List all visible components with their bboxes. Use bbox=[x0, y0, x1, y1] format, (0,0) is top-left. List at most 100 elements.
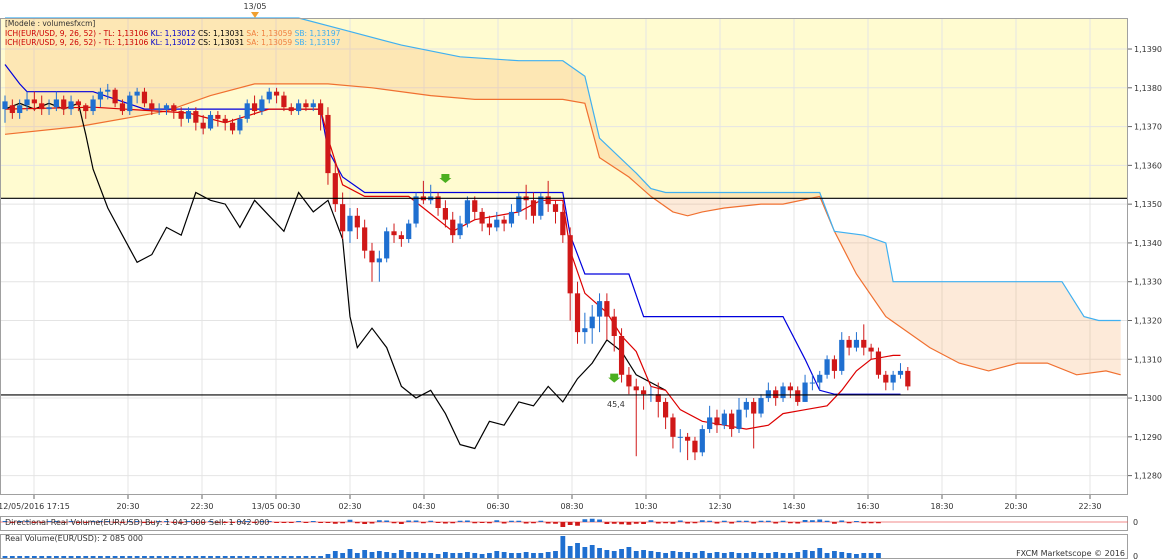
horizontal-lines[interactable] bbox=[0, 173, 1128, 396]
candle[interactable] bbox=[809, 374, 815, 391]
candle-body[interactable] bbox=[332, 173, 338, 205]
candle[interactable] bbox=[149, 99, 155, 115]
candle[interactable] bbox=[229, 118, 236, 135]
candle[interactable] bbox=[736, 398, 742, 433]
candle[interactable] bbox=[729, 409, 735, 437]
candle[interactable] bbox=[773, 386, 779, 406]
candle-body[interactable] bbox=[494, 219, 500, 228]
candle-body[interactable] bbox=[751, 401, 757, 414]
candle-body[interactable] bbox=[743, 401, 749, 410]
candle[interactable] bbox=[362, 219, 368, 259]
candle[interactable] bbox=[861, 324, 867, 356]
candle[interactable] bbox=[185, 107, 192, 123]
candle-body[interactable] bbox=[163, 105, 170, 110]
candle[interactable] bbox=[215, 111, 221, 127]
candle-body[interactable] bbox=[809, 382, 815, 384]
candle-body[interactable] bbox=[119, 103, 126, 112]
candle[interactable] bbox=[266, 87, 272, 104]
candle[interactable] bbox=[2, 95, 8, 123]
candle-body[interactable] bbox=[90, 99, 96, 112]
candle[interactable] bbox=[259, 95, 265, 115]
candle[interactable] bbox=[765, 382, 771, 402]
candle[interactable] bbox=[450, 211, 456, 243]
candle-body[interactable] bbox=[574, 293, 581, 333]
candle-body[interactable] bbox=[655, 394, 661, 402]
candle[interactable] bbox=[141, 87, 148, 108]
candle[interactable] bbox=[325, 107, 331, 185]
candle-body[interactable] bbox=[281, 95, 287, 108]
candle[interactable] bbox=[112, 87, 118, 108]
candle[interactable] bbox=[707, 405, 713, 433]
candle-body[interactable] bbox=[472, 200, 478, 212]
candle[interactable] bbox=[663, 398, 669, 430]
candle[interactable] bbox=[178, 107, 184, 127]
candle[interactable] bbox=[127, 91, 133, 115]
candle[interactable] bbox=[24, 91, 30, 112]
candle[interactable] bbox=[567, 227, 573, 321]
candle[interactable] bbox=[486, 215, 493, 236]
candle[interactable] bbox=[883, 370, 889, 391]
candle[interactable] bbox=[398, 231, 404, 247]
candle[interactable] bbox=[589, 304, 595, 344]
candle[interactable] bbox=[435, 192, 441, 216]
candle[interactable] bbox=[802, 374, 808, 402]
candle[interactable] bbox=[340, 192, 346, 240]
candle[interactable] bbox=[699, 425, 705, 457]
candle[interactable] bbox=[479, 208, 485, 232]
candle-body[interactable] bbox=[39, 103, 45, 110]
candle-body[interactable] bbox=[391, 231, 397, 236]
candle[interactable] bbox=[464, 196, 471, 228]
candle-body[interactable] bbox=[296, 103, 302, 112]
candle-body[interactable] bbox=[318, 103, 324, 115]
candle[interactable] bbox=[868, 343, 874, 360]
candle[interactable] bbox=[853, 332, 860, 352]
candle-body[interactable] bbox=[149, 103, 155, 110]
candle[interactable] bbox=[758, 394, 764, 418]
candle[interactable] bbox=[222, 114, 228, 131]
candle-body[interactable] bbox=[229, 122, 236, 131]
candle-body[interactable] bbox=[31, 99, 37, 104]
candle-body[interactable] bbox=[222, 118, 228, 123]
candle-body[interactable] bbox=[883, 374, 889, 383]
candle[interactable] bbox=[171, 103, 177, 119]
candle-body[interactable] bbox=[354, 215, 360, 228]
candle-body[interactable] bbox=[413, 196, 419, 224]
candle-body[interactable] bbox=[633, 386, 639, 391]
candle[interactable] bbox=[501, 215, 507, 232]
candle-body[interactable] bbox=[244, 103, 250, 119]
top-marker[interactable]: 13/05 bbox=[243, 2, 267, 18]
candle-body[interactable] bbox=[310, 103, 316, 108]
signal-arrow-icon[interactable] bbox=[439, 173, 452, 183]
candle[interactable] bbox=[633, 378, 639, 457]
candle-body[interactable] bbox=[185, 111, 192, 119]
candle-body[interactable] bbox=[347, 215, 353, 232]
candle[interactable] bbox=[538, 192, 544, 220]
signal-arrow-icon[interactable] bbox=[608, 373, 621, 383]
candle[interactable] bbox=[552, 200, 559, 224]
candle-body[interactable] bbox=[618, 336, 625, 375]
candle[interactable] bbox=[574, 281, 581, 344]
candle[interactable] bbox=[310, 99, 316, 112]
candle-body[interactable] bbox=[340, 204, 346, 232]
candle[interactable] bbox=[890, 370, 896, 391]
candle-body[interactable] bbox=[288, 107, 294, 112]
candle-body[interactable] bbox=[685, 436, 691, 441]
candle[interactable] bbox=[655, 382, 661, 418]
candle[interactable] bbox=[97, 87, 104, 108]
candle-body[interactable] bbox=[846, 339, 852, 348]
candle-body[interactable] bbox=[567, 235, 573, 294]
candle-body[interactable] bbox=[207, 114, 214, 129]
candle[interactable] bbox=[296, 99, 302, 115]
candle-body[interactable] bbox=[442, 208, 448, 220]
candle-body[interactable] bbox=[24, 99, 30, 106]
candle-body[interactable] bbox=[545, 196, 551, 205]
candle[interactable] bbox=[273, 87, 280, 104]
candle-body[interactable] bbox=[193, 111, 199, 123]
candle-body[interactable] bbox=[626, 374, 632, 387]
candle-body[interactable] bbox=[2, 101, 8, 110]
candle[interactable] bbox=[494, 211, 500, 232]
candle[interactable] bbox=[347, 208, 353, 243]
candle-body[interactable] bbox=[516, 196, 522, 212]
candle-body[interactable] bbox=[486, 223, 493, 228]
candle[interactable] bbox=[442, 200, 448, 228]
